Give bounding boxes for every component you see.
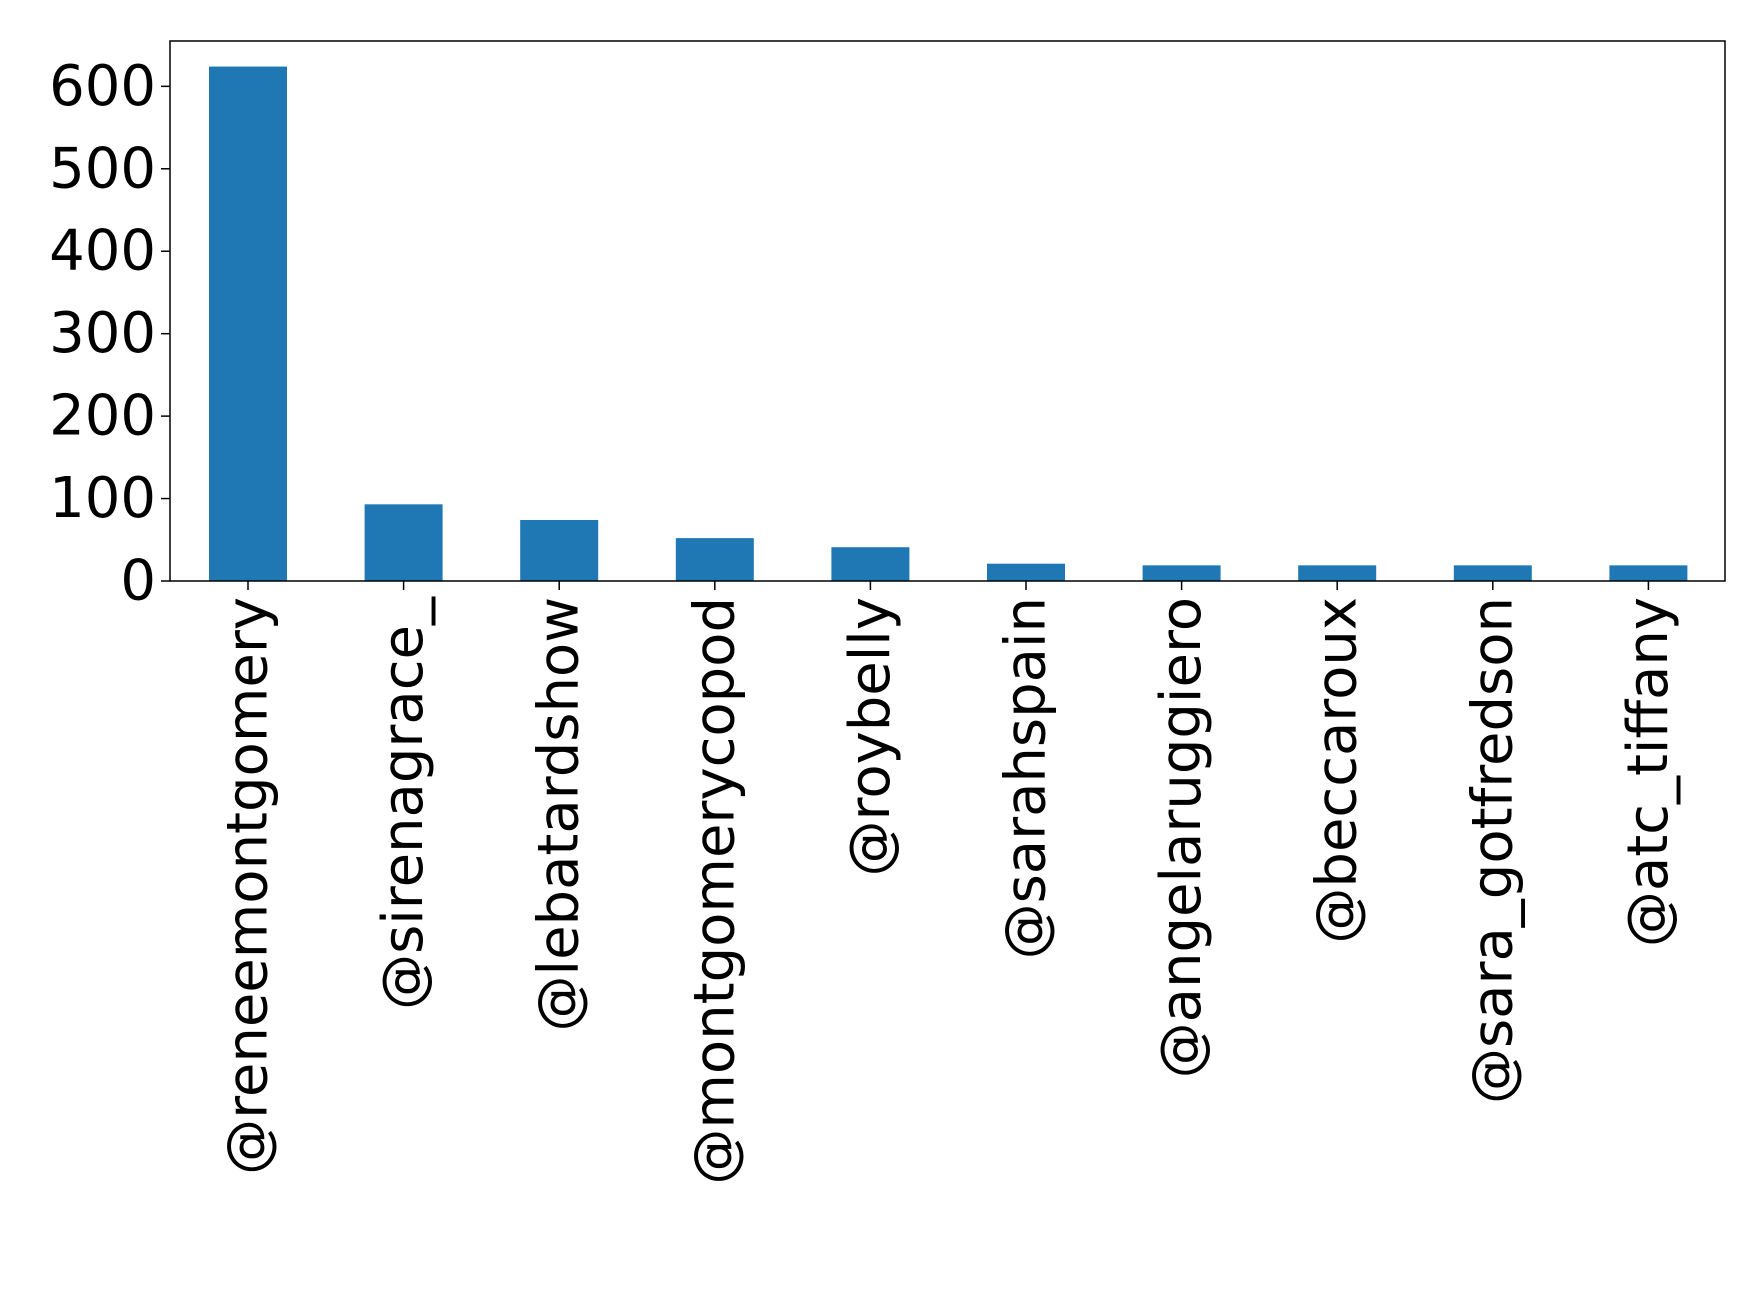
y-tick-label: 0	[120, 549, 156, 614]
x-tick-label: @angelaruggiero	[1149, 597, 1214, 1078]
plot-area-frame	[169, 40, 1726, 582]
y-tick-label: 400	[49, 219, 156, 284]
y-tick-label: 300	[49, 301, 156, 366]
x-tick-label: @reneemontgomery	[216, 597, 281, 1175]
y-tick-label: 100	[49, 466, 156, 531]
x-tick-label: @beccaroux	[1305, 597, 1370, 944]
y-tick-label: 500	[49, 136, 156, 201]
x-tick-label: @sara_gotfredson	[1460, 597, 1525, 1104]
x-tick-label: @sirenagrace_	[371, 596, 436, 1010]
x-tick-label: @sarahspain	[994, 597, 1059, 959]
x-tick-label: @lebatardshow	[527, 597, 592, 1031]
bar-atc-tiffany	[1609, 565, 1688, 581]
bar-angelaruggiero	[1142, 565, 1221, 581]
bar-sarahspain	[987, 563, 1065, 581]
x-tick-label: @roybelly	[838, 597, 903, 876]
bar-sirenagrace	[364, 504, 443, 581]
bars-layer	[209, 66, 1688, 581]
y-tick-label: 200	[49, 384, 156, 449]
x-axis: @reneemontgomery @sirenagrace_ @lebatardsh…	[216, 581, 1681, 1185]
x-tick-label: @montgomerycopod	[682, 597, 747, 1185]
bar-reneemontgomery	[209, 66, 287, 581]
bar-montgomerycopod	[675, 538, 754, 581]
bar-sara-gotfredson	[1453, 565, 1532, 581]
bar-lebatardshow	[520, 519, 599, 581]
y-axis: 0 100 200 300 400 500 600	[49, 54, 170, 614]
x-tick-label: @atc_tiffany	[1616, 597, 1681, 947]
y-tick-label: 600	[49, 54, 156, 119]
bar-roybelly	[831, 547, 910, 581]
bar-beccaroux	[1298, 565, 1377, 581]
